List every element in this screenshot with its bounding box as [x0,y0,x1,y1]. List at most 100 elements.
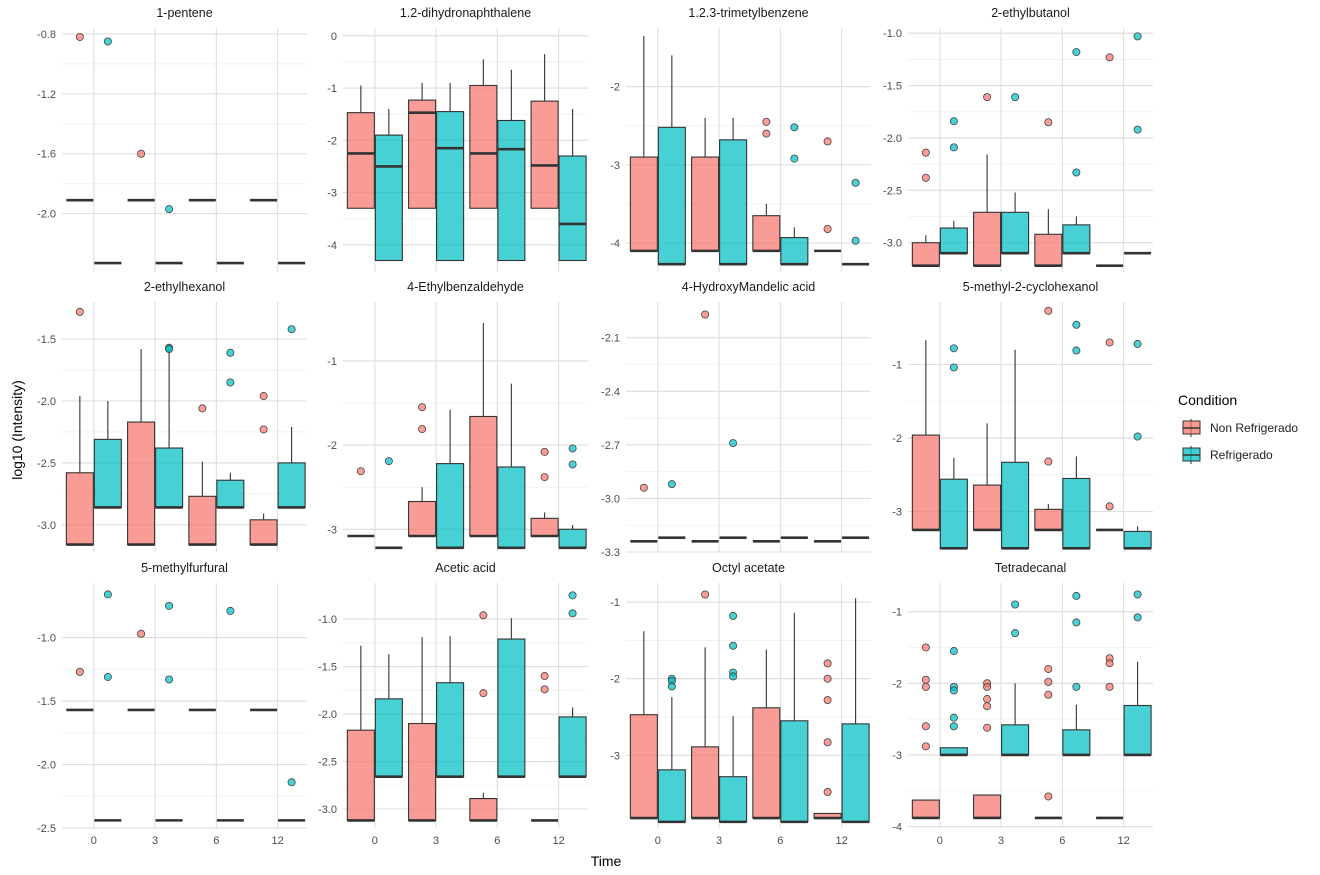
box-refrigerado-t3 [155,343,184,509]
outlier-point [287,778,296,787]
box-iqr [497,638,526,778]
box-iqr [1034,508,1063,531]
y-tick-label: -3.0 [318,804,337,816]
box-non-refrigerado-t12 [249,392,278,546]
box-refrigerado-t6 [216,606,244,822]
outlier-point [259,392,268,401]
outlier-point [75,32,84,41]
box-non-refrigerado-t0 [347,467,375,538]
box-non-refrigerado-t0 [65,307,94,546]
y-tick-label: -2.5 [37,823,56,835]
outlier-point [823,696,832,705]
box-non-refrigerado-t6 [469,611,498,822]
panel-5-methyl-2-cyclohexanol: -3 -2 -1 5-methyl-2-cyclohexanol [892,280,1153,552]
box-non-refrigerado-t0 [346,85,375,209]
legend-key-non-refrigerado [1182,419,1201,437]
x-tick-label: 0 [937,835,943,847]
panel-title: 1.2.3-trimetylbenzene [688,6,808,20]
outlier-point [540,473,549,482]
outlier-point [1072,320,1081,329]
outlier-point [762,117,771,126]
outlier-point [137,629,146,638]
outlier-point [384,457,393,466]
panel-1-2-dihydronaphthalene: -4 -3 -2 -1 0 1.2-dihydronaphthalene [327,6,588,272]
outlier-point [1133,613,1142,622]
box-non-refrigerado-t0 [629,631,658,820]
box-iqr [780,237,809,265]
box-iqr [249,519,278,546]
box-iqr [1062,729,1091,756]
panel-4-ethylbenzaldehyde: -3 -2 -1 4-Ethylbenzaldehyde [327,280,588,552]
outlier-point [287,325,296,334]
box-refrigerado-t12 [842,178,870,266]
box-non-refrigerado-t3 [127,149,155,202]
y-tick-label: -4 [892,822,902,834]
outlier-point [949,143,958,152]
outlier-point [1044,306,1053,315]
outlier-point [851,178,860,187]
box-iqr [469,415,498,537]
outlier-point [1011,600,1020,609]
box-iqr [127,421,156,546]
outlier-point [823,224,832,233]
y-tick-label: -1.5 [37,696,56,708]
box-iqr [408,722,437,821]
y-tick-label: -1.2 [37,89,56,101]
outlier-point [1105,682,1114,691]
outlier-point [568,444,577,453]
outlier-point [921,682,930,691]
y-tick-label: -2 [610,82,620,94]
y-tick-label: -3.0 [883,238,902,250]
outlier-point [1044,118,1053,127]
box-non-refrigerado-t3 [408,637,437,822]
outlier-point [1044,792,1053,801]
box-refrigerado-t12 [1124,32,1152,255]
box-refrigerado-t12 [1123,339,1152,550]
y-tick-label: -3.3 [601,547,620,559]
box-refrigerado-t3 [436,636,465,779]
box-iqr [841,723,870,823]
outlier-point [1044,677,1053,686]
box-refrigerado-t3 [436,82,465,262]
outlier-point [1072,168,1081,177]
outlier-point [165,675,174,684]
panel-title: 2-ethylbutanol [991,6,1070,20]
outlier-point [983,702,992,711]
y-tick-label: -1.5 [37,334,56,346]
box-refrigerado-t6 [497,618,526,779]
box-iqr [436,682,465,778]
outlier-point [1072,48,1081,57]
y-tick-label: -2.5 [37,458,56,470]
box-iqr [93,438,122,508]
outlier-point [1133,432,1142,441]
box-non-refrigerado-t12 [813,659,842,820]
box-refrigerado-t6 [497,69,526,262]
x-tick-label: 3 [433,835,439,847]
outlier-point [198,404,207,413]
box-iqr [1001,461,1030,549]
y-tick-label: -2.5 [318,757,337,769]
box-refrigerado-t6 [1062,320,1091,550]
box-refrigerado-t12 [277,325,306,509]
box-iqr [1123,530,1152,549]
box-iqr [558,528,587,549]
outlier-point [823,674,832,683]
box-non-refrigerado-t12 [530,447,559,538]
legend-title: Condition [1178,392,1237,408]
box-iqr [973,794,1002,819]
box-refrigerado-t3 [719,439,747,540]
box-non-refrigerado-t12 [530,54,559,209]
y-tick-label: -3 [610,160,620,172]
outlier-point [356,467,365,476]
panel-title: 4-HydroxyMandelic acid [682,280,815,294]
box-iqr [558,155,587,262]
panel-2-ethylhexanol: -3.0 -2.5 -2.0 -1.5 2-ethylhexanol [37,280,307,552]
box-non-refrigerado-t0 [911,148,940,268]
box-refrigerado-t3 [155,601,183,822]
box-non-refrigerado-t3 [408,82,437,209]
outlier-point [226,378,235,387]
box-refrigerado-t3 [1001,349,1030,550]
box-non-refrigerado-t3 [127,349,156,546]
y-tick-label: -3 [610,750,620,762]
legend-label-non-refrigerado: Non Refrigerado [1210,421,1298,435]
